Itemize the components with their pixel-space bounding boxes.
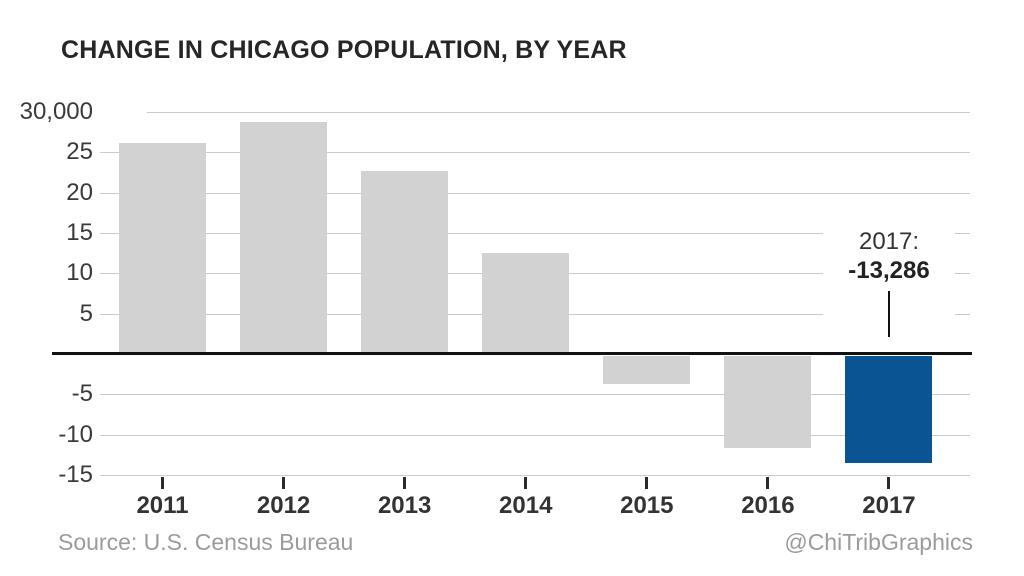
gridline-15000 bbox=[100, 233, 970, 234]
bar-2011 bbox=[119, 143, 206, 354]
x-axis-tick-2013 bbox=[403, 477, 407, 489]
annotation-2017: 2017: -13,286 bbox=[823, 228, 955, 337]
annotation-year-label: 2017: bbox=[858, 228, 920, 255]
x-axis-label-2013: 2013 bbox=[377, 492, 432, 519]
x-axis-tick-2011 bbox=[161, 477, 164, 489]
gridline--5000 bbox=[100, 394, 970, 395]
x-axis-label-2017: 2017 bbox=[862, 492, 916, 519]
zero-axis-line bbox=[52, 352, 972, 355]
gridline--15000 bbox=[100, 475, 970, 476]
x-axis-label-2015: 2015 bbox=[620, 492, 674, 519]
x-axis-tick-2014 bbox=[524, 477, 528, 489]
gridline-30000 bbox=[147, 112, 970, 113]
y-axis-label-5000: 5 bbox=[79, 300, 93, 327]
x-axis-tick-2015 bbox=[645, 477, 649, 489]
x-axis-label-2016: 2016 bbox=[741, 492, 795, 519]
bar-2012 bbox=[240, 122, 328, 354]
y-axis-label-10000: 10 bbox=[66, 259, 93, 286]
y-axis-label-15000: 15 bbox=[66, 219, 93, 246]
y-axis-label--15000: -15 bbox=[58, 461, 93, 488]
credit-text: @ChiTribGraphics bbox=[784, 529, 973, 555]
x-axis-tick-2017 bbox=[887, 477, 891, 489]
bar-2013 bbox=[361, 170, 449, 354]
annotation-pointer-line bbox=[888, 291, 890, 337]
annotation-value-label: -13,286 bbox=[848, 257, 930, 284]
gridline-20000 bbox=[100, 193, 970, 194]
x-axis-label-2011: 2011 bbox=[136, 492, 189, 519]
gridline--10000 bbox=[100, 435, 970, 436]
y-axis-label--5000: -5 bbox=[71, 380, 93, 407]
x-axis-tick-2012 bbox=[282, 477, 286, 489]
bar-2016 bbox=[724, 356, 812, 448]
bar-2017 bbox=[845, 356, 933, 464]
x-axis-label-2014: 2014 bbox=[499, 492, 553, 519]
source-text: Source: U.S. Census Bureau bbox=[58, 529, 354, 555]
y-axis-label--10000: -10 bbox=[58, 421, 93, 448]
y-axis-label-25000: 25 bbox=[66, 138, 93, 165]
gridline-25000 bbox=[100, 152, 970, 153]
bar-2015 bbox=[603, 356, 691, 385]
x-axis-tick-2016 bbox=[766, 477, 770, 489]
bar-2014 bbox=[482, 253, 570, 354]
chart-title: CHANGE IN CHICAGO POPULATION, BY YEAR bbox=[61, 36, 627, 64]
y-axis-label-30000: 30,000 bbox=[19, 98, 93, 125]
y-axis-label-20000: 20 bbox=[66, 179, 93, 206]
x-axis-label-2012: 2012 bbox=[256, 492, 311, 519]
